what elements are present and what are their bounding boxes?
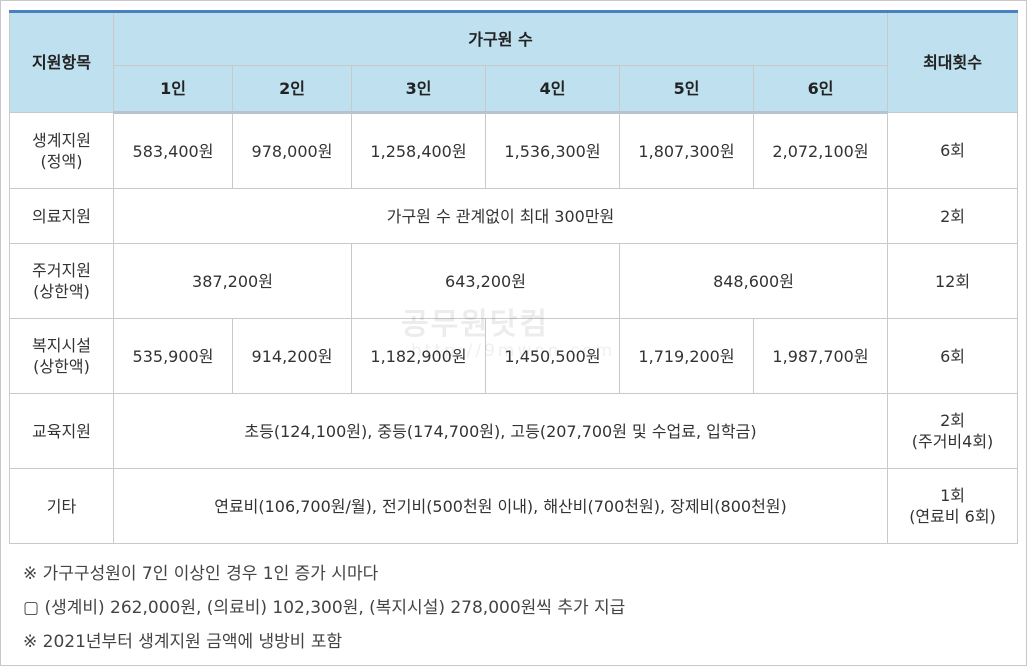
row-label: 주거지원 (상한액) (9, 243, 114, 319)
cell-max: 1회 (연료비 6회) (887, 468, 1019, 544)
row-label: 교육지원 (9, 393, 114, 469)
cell-value: 848,600원 (618, 243, 889, 319)
cell-max: 2회 (887, 188, 1019, 244)
row-etc: 기타 연료비(106,700원/월), 전기비(500천원 이내), 해산비(7… (9, 468, 1019, 544)
cell-value: 1,987,700원 (752, 318, 889, 394)
row-label-line2: (상한액) (33, 357, 90, 376)
header-size-6: 6인 (752, 65, 889, 114)
note-additional-amounts: ▢ (생계비) 262,000원, (의료비) 102,300원, (복지시설)… (23, 598, 626, 618)
cell-value: 643,200원 (351, 243, 620, 319)
header-row-2: 1인 2인 3인 4인 5인 6인 (10, 65, 1018, 114)
cell-value: 1,536,300원 (485, 112, 620, 189)
cell-max-line2: (연료비 6회) (909, 507, 996, 526)
header-household-size: 가구원 수 (112, 11, 889, 66)
cell-value: 1,450,500원 (485, 318, 620, 394)
cell-max-line2: (주거비4회) (911, 432, 994, 451)
cell-value: 1,258,400원 (351, 112, 486, 189)
cell-value: 978,000원 (232, 112, 352, 189)
row-label-line2: (상한액) (33, 282, 90, 301)
row-label: 의료지원 (9, 188, 114, 244)
header-item: 지원항목 (9, 11, 114, 113)
row-label: 생계지원 (정액) (9, 112, 114, 189)
cell-max: 6회 (887, 318, 1019, 394)
cell-value: 가구원 수 관계없이 최대 300만원 (112, 188, 889, 244)
row-label-line1: 주거지원 (32, 261, 91, 280)
cell-value: 2,072,100원 (752, 112, 889, 189)
cell-value: 1,182,900원 (351, 318, 486, 394)
note-large-household: ※ 가구구성원이 7인 이상인 경우 1인 증가 시마다 (23, 564, 379, 584)
cell-value: 초등(124,100원), 중등(174,700원), 고등(207,700원 … (112, 393, 889, 469)
header-row-1: 지원항목 가구원 수 최대횟수 (9, 11, 1019, 113)
header-size-2: 2인 (232, 65, 352, 114)
cell-value: 387,200원 (113, 243, 352, 319)
row-education: 교육지원 초등(124,100원), 중등(174,700원), 고등(207,… (9, 393, 1019, 469)
cell-max-line1: 2회 (940, 411, 965, 430)
row-label-line1: 복지시설 (32, 336, 91, 355)
cell-value: 연료비(106,700원/월), 전기비(500천원 이내), 해산비(700천… (112, 468, 889, 544)
support-table: 지원항목 가구원 수 최대횟수 1인 2인 3인 4인 5인 6인 생계지원 (… (9, 10, 1019, 544)
header-max-count: 최대횟수 (887, 11, 1019, 113)
cell-value: 1,719,200원 (619, 318, 754, 394)
header-size-4: 4인 (485, 65, 620, 114)
cell-max: 2회 (주거비4회) (887, 393, 1019, 469)
cell-value: 914,200원 (232, 318, 352, 394)
row-living: 생계지원 (정액) 583,400원 978,000원 1,258,400원 1… (9, 112, 1019, 189)
cell-max: 6회 (887, 112, 1019, 189)
notes: ※ 가구구성원이 7인 이상인 경우 1인 증가 시마다 ▢ (생계비) 262… (23, 559, 1013, 661)
cell-value: 535,900원 (113, 318, 233, 394)
cell-value: 1,807,300원 (619, 112, 754, 189)
row-label: 복지시설 (상한액) (9, 318, 114, 394)
cell-max-line1: 1회 (940, 486, 965, 505)
cell-value: 583,400원 (113, 112, 233, 189)
row-label: 기타 (9, 468, 114, 544)
row-welfare: 복지시설 (상한액) 535,900원 914,200원 1,182,900원 … (9, 318, 1019, 394)
row-housing: 주거지원 (상한액) 387,200원 643,200원 848,600원 12… (9, 243, 1019, 319)
note-cooling-cost: ※ 2021년부터 생계지원 금액에 냉방비 포함 (23, 632, 343, 652)
header-size-5: 5인 (619, 65, 754, 114)
header-size-1: 1인 (113, 65, 233, 114)
row-label-line2: (정액) (40, 151, 83, 171)
cell-max: 12회 (887, 243, 1019, 319)
header-size-3: 3인 (351, 65, 486, 114)
row-label-line1: 생계지원 (32, 130, 91, 150)
row-medical: 의료지원 가구원 수 관계없이 최대 300만원 2회 (9, 188, 1019, 244)
